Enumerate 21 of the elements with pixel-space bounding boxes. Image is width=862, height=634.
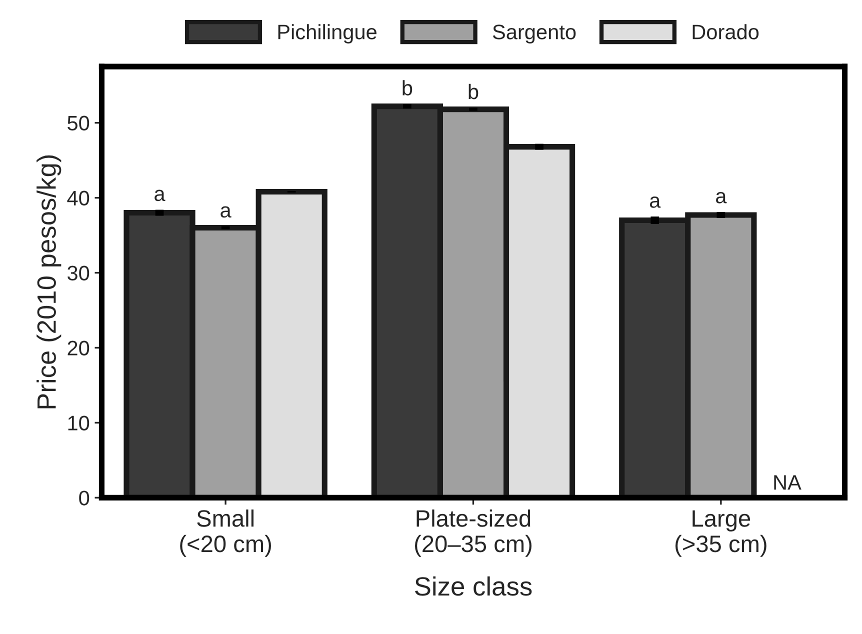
y-tick-label: 0 [79,490,90,506]
data-label: a [154,190,166,202]
y-tick-label: 50 [68,116,90,131]
y-axis-title: Price (2010 pesos/kg) [36,155,62,408]
data-label: a [650,196,661,208]
x-axis-title: Size class [415,576,532,596]
data-label: a [716,192,727,204]
y-tick-label: 30 [68,266,90,281]
y-tick-label: 40 [67,190,90,206]
data-label: b [468,84,478,100]
x-tick-label: Plate-sized (20–35 cm) [415,509,532,557]
x-tick-label: Small (<20 cm) [180,509,271,557]
legend-label: Pichilingue [278,24,376,44]
text: NA [774,475,802,490]
data-label: a [220,206,232,218]
y-tick-label: 10 [68,416,90,430]
x-tick-label: Large (>35 cm) [675,510,766,557]
data-label: b [402,80,412,96]
legend-label: Dorado [692,24,759,40]
y-tick-label: 20 [68,340,90,356]
legend-label: Sargento [492,24,576,44]
